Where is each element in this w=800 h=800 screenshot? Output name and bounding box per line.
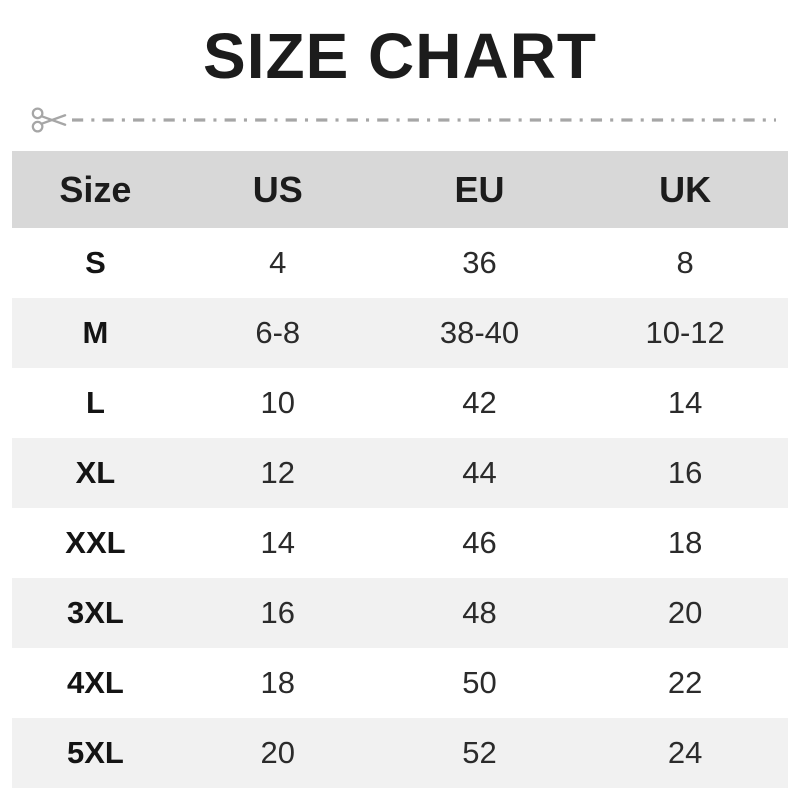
size-cell: S <box>85 245 106 280</box>
uk-cell: 22 <box>667 665 703 700</box>
size-cell: 3XL <box>66 595 124 630</box>
uk-cell: 20 <box>667 595 703 630</box>
column-header-size: Size <box>59 168 132 210</box>
eu-cell: 46 <box>462 525 497 560</box>
table-row-s: S 4 36 8 <box>12 228 788 298</box>
size-cell: XXL <box>65 525 126 560</box>
column-header-uk: UK <box>659 168 712 210</box>
uk-cell: 18 <box>667 525 703 560</box>
uk-cell: 16 <box>667 455 703 490</box>
dashed-cut-line <box>72 118 776 122</box>
uk-cell: 8 <box>676 245 694 280</box>
scissors-icon <box>31 107 67 133</box>
us-cell: 6-8 <box>255 315 301 350</box>
eu-cell: 52 <box>462 735 497 770</box>
us-cell: 10 <box>260 385 295 420</box>
table-row-l: L 10 42 14 <box>12 368 788 438</box>
eu-cell: 36 <box>462 245 497 280</box>
uk-cell: 10-12 <box>645 315 725 350</box>
eu-cell: 50 <box>462 665 497 700</box>
column-header-eu: EU <box>454 168 505 210</box>
size-cell: M <box>82 315 109 350</box>
size-cell: 4XL <box>66 665 124 700</box>
table-row-4xl: 4XL 18 50 22 <box>12 648 788 718</box>
us-cell: 14 <box>260 525 295 560</box>
eu-cell: 44 <box>462 455 497 490</box>
table-row-m: M 6-8 38-40 10-12 <box>12 298 788 368</box>
us-cell: 18 <box>260 665 295 700</box>
uk-cell: 24 <box>667 735 703 770</box>
us-cell: 20 <box>260 735 295 770</box>
uk-cell: 14 <box>667 385 703 420</box>
us-cell: 12 <box>260 455 295 490</box>
page-title: SIZE CHART <box>203 20 597 92</box>
size-table: Size US EU UK S 4 36 8 M 6-8 38-40 10-12… <box>12 151 788 788</box>
column-header-us: US <box>252 168 303 210</box>
eu-cell: 42 <box>462 385 497 420</box>
table-row-xxl: XXL 14 46 18 <box>12 508 788 578</box>
eu-cell: 48 <box>462 595 497 630</box>
table-row-5xl: 5XL 20 52 24 <box>12 718 788 788</box>
size-cell: XL <box>75 455 116 490</box>
eu-cell: 38-40 <box>439 315 520 350</box>
us-cell: 16 <box>260 595 295 630</box>
size-cell: L <box>85 385 105 420</box>
us-cell: 4 <box>269 245 287 280</box>
table-row-xl: XL 12 44 16 <box>12 438 788 508</box>
cut-line <box>30 100 776 140</box>
size-cell: 5XL <box>66 735 124 770</box>
table-row-3xl: 3XL 16 48 20 <box>12 578 788 648</box>
table-header-row: Size US EU UK <box>12 151 788 228</box>
